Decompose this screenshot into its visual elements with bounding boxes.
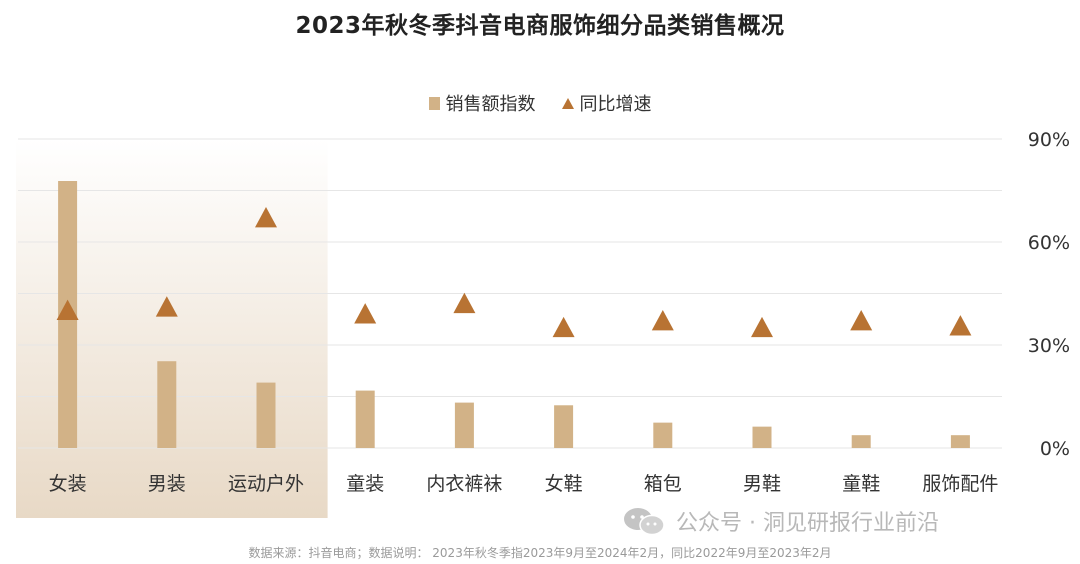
legend-label-yoy-growth: 同比增速 bbox=[579, 94, 652, 115]
category-label: 服饰配件 bbox=[922, 473, 998, 495]
right-axis-tick-label: 90% bbox=[1028, 129, 1070, 151]
growth-marker-运动户外 bbox=[255, 206, 277, 228]
category-label: 童鞋 bbox=[842, 473, 880, 495]
legend-label-sales-index: 销售额指数 bbox=[445, 94, 536, 115]
right-axis-tick-label: 0% bbox=[1040, 438, 1070, 460]
bar-男装 bbox=[157, 361, 177, 448]
growth-marker-男装 bbox=[155, 296, 178, 317]
bar-男鞋 bbox=[752, 426, 772, 448]
legend-bar-swatch bbox=[428, 96, 440, 110]
growth-marker-童鞋 bbox=[850, 309, 873, 331]
growth-marker-女鞋 bbox=[552, 316, 575, 338]
category-label: 女鞋 bbox=[545, 473, 583, 495]
legend-triangle-swatch bbox=[561, 97, 574, 109]
chart-title: 2023年秋冬季抖音电商服饰细分品类销售概况 bbox=[295, 13, 785, 39]
growth-marker-女装 bbox=[56, 299, 79, 321]
growth-marker-服饰配件 bbox=[949, 315, 972, 336]
growth-marker-男鞋 bbox=[751, 316, 773, 338]
growth-marker-童装 bbox=[354, 303, 377, 324]
chart-legend: 销售额指数 同比增速 bbox=[0, 90, 1080, 116]
right-axis-tick-label: 30% bbox=[1028, 335, 1070, 357]
bar-服饰配件 bbox=[950, 435, 970, 448]
bar-童鞋 bbox=[851, 435, 871, 448]
category-label: 女装 bbox=[49, 473, 87, 495]
legend-item-yoy-growth: 同比增速 bbox=[561, 90, 652, 116]
growth-marker-箱包 bbox=[651, 309, 674, 331]
wechat-icon bbox=[624, 508, 665, 536]
bar-女鞋 bbox=[554, 405, 574, 448]
bar-箱包 bbox=[653, 422, 673, 448]
bar-内衣裤袜 bbox=[454, 402, 474, 448]
watermark: 公众号 · 洞见研报行业前沿 bbox=[622, 505, 939, 537]
data-source-note: 数据来源：抖音电商；数据说明： 2023年秋冬季指2023年9月至2024年2月… bbox=[248, 546, 832, 560]
category-label: 男装 bbox=[148, 473, 186, 495]
watermark-text: 公众号 · 洞见研报行业前沿 bbox=[676, 511, 939, 536]
category-label: 童装 bbox=[346, 473, 384, 495]
growth-marker-内衣裤袜 bbox=[453, 292, 476, 314]
category-label: 男鞋 bbox=[743, 473, 781, 495]
legend-item-sales-index: 销售额指数 bbox=[428, 90, 536, 116]
category-label: 运动户外 bbox=[228, 473, 304, 495]
category-label: 箱包 bbox=[644, 473, 682, 495]
right-axis-tick-label: 60% bbox=[1028, 232, 1070, 254]
category-label: 内衣裤袜 bbox=[426, 473, 502, 495]
bar-童装 bbox=[355, 390, 375, 448]
bar-运动户外 bbox=[256, 382, 276, 448]
